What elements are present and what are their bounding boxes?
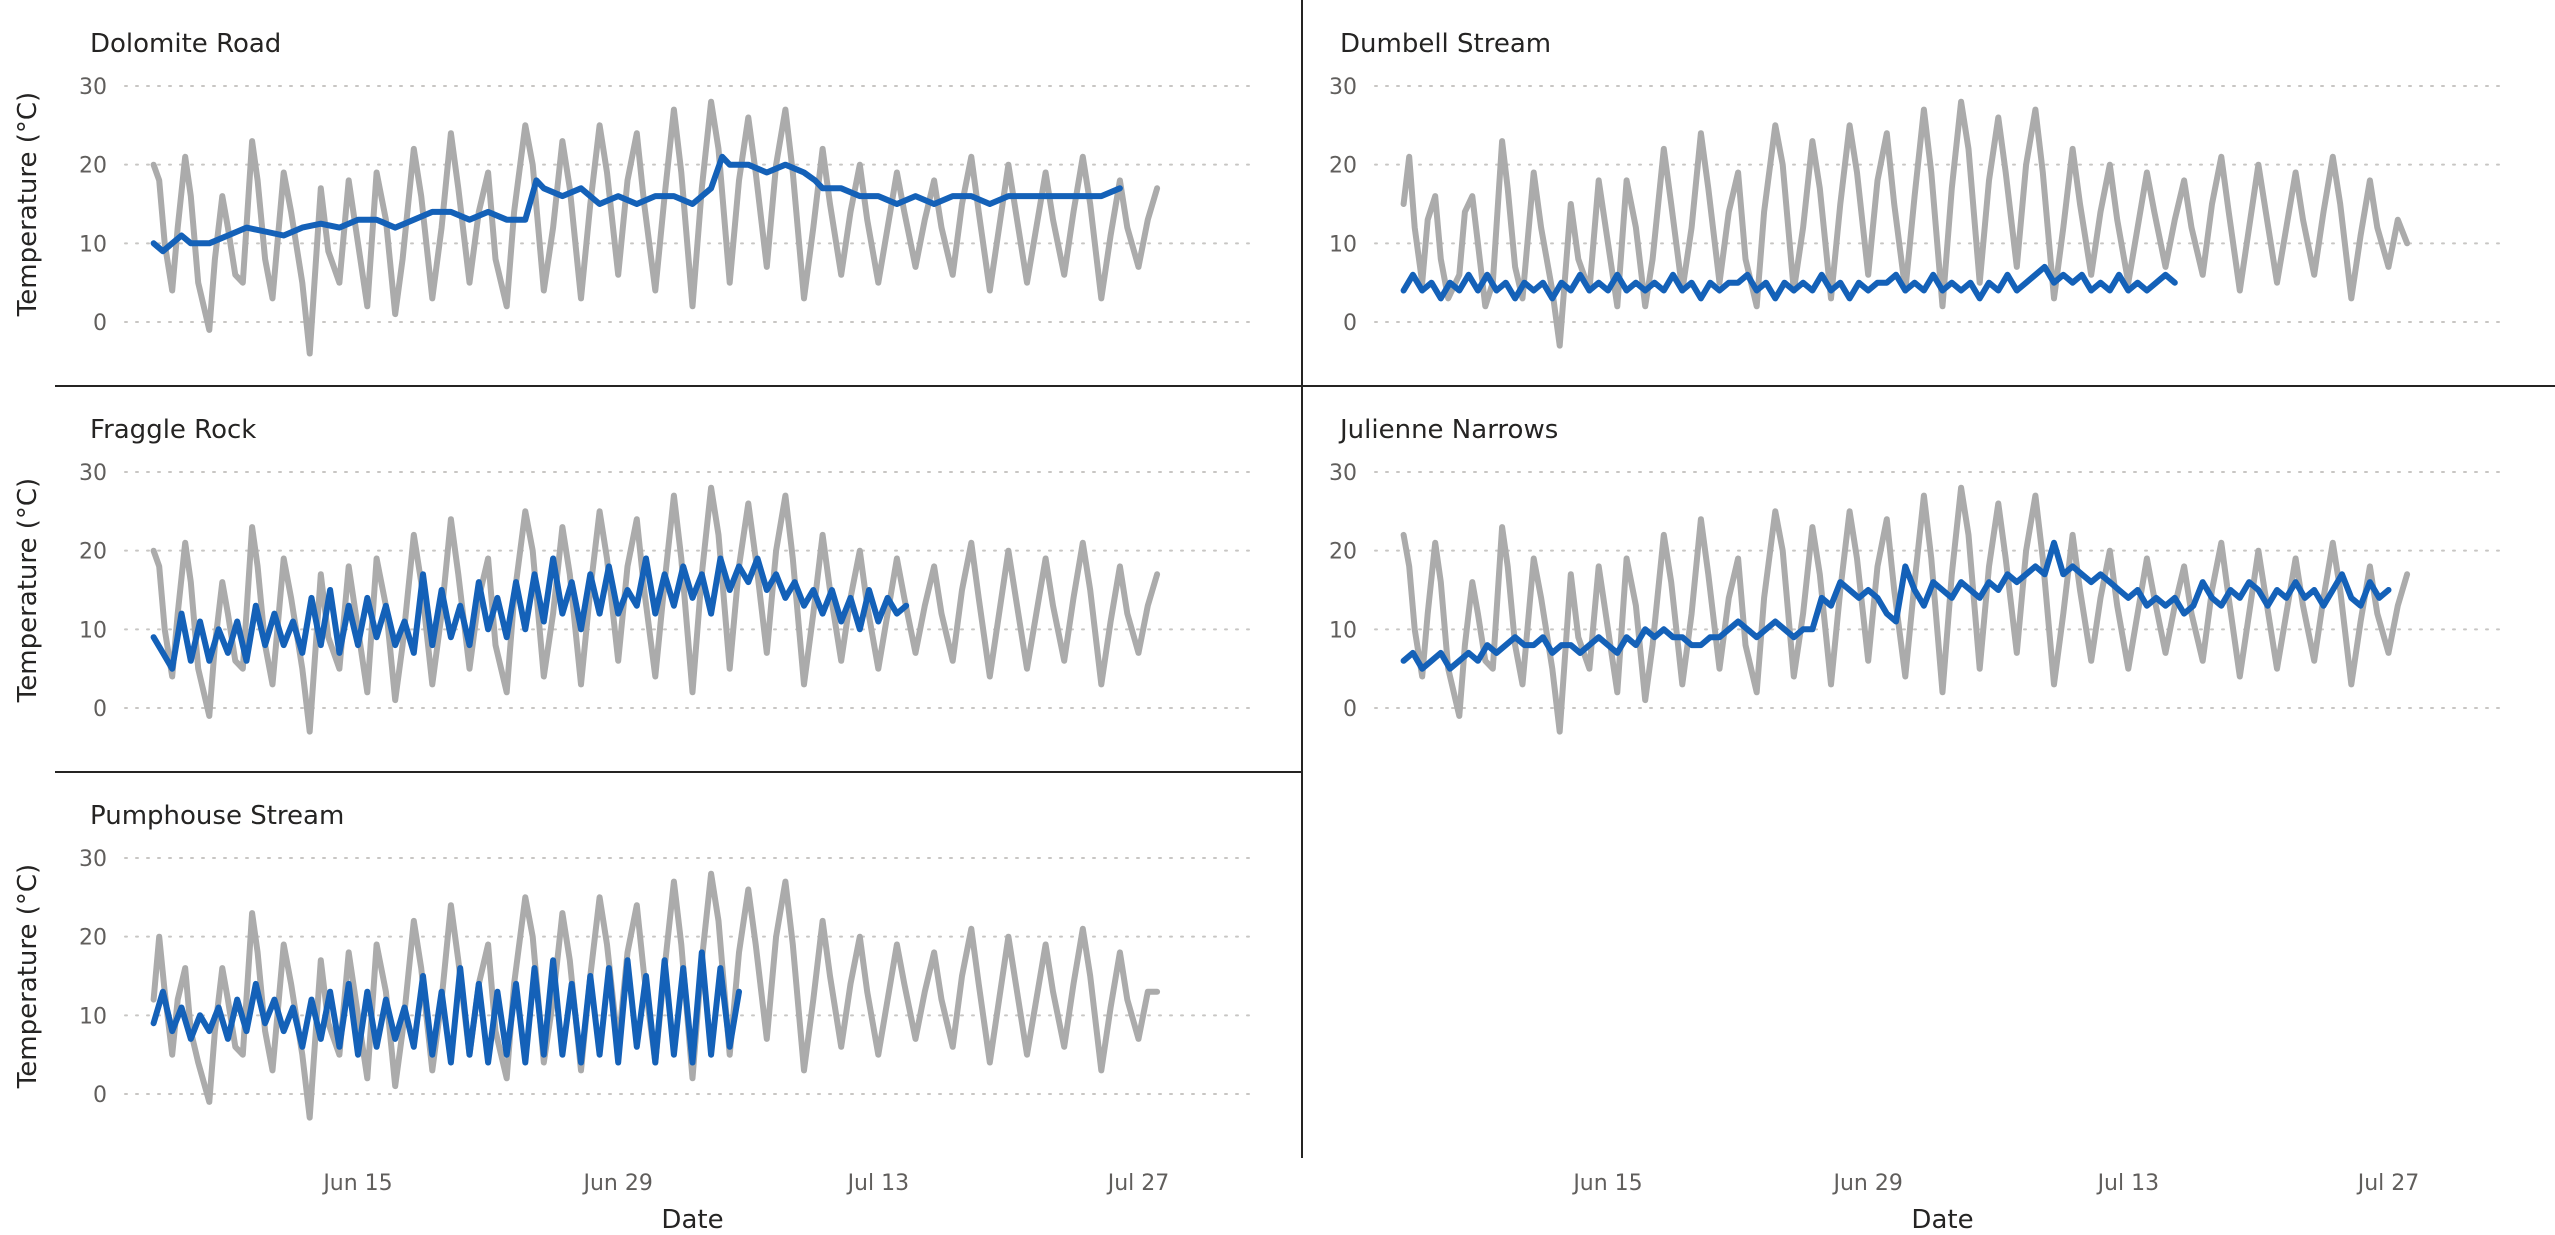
y-axis-label: Temperature (°C) — [13, 92, 43, 317]
y-tick-label: 30 — [79, 75, 107, 100]
water-temperature-line — [150, 153, 1123, 255]
y-tick-label: 10 — [1329, 232, 1357, 257]
y-tick-label: 20 — [1329, 154, 1357, 179]
panel-fraggle-rock: Fraggle Rock Temperature (°C) 0 10 20 30 — [13, 415, 1251, 735]
panel-title: Pumphouse Stream — [90, 801, 344, 831]
y-tick-label: 20 — [79, 926, 107, 951]
x-tick-label: Jul 27 — [2356, 1171, 2420, 1196]
y-tick-label: 10 — [1329, 618, 1357, 643]
water-temperature-line — [1400, 539, 2392, 672]
panel-julienne-narrows: Julienne Narrows 0 10 20 30 — [1329, 415, 2501, 735]
y-tick-label: 30 — [1329, 75, 1357, 100]
y-tick-label: 0 — [93, 311, 107, 336]
panel-dolomite-road: Dolomite Road Temperature (°C) 0 10 20 30 — [13, 29, 1251, 357]
x-tick-label: Jul 27 — [1106, 1171, 1170, 1196]
panel-title: Fraggle Rock — [90, 415, 256, 445]
air-temperature-line — [1400, 98, 2411, 349]
panel-title: Dolomite Road — [90, 29, 281, 59]
y-tick-label: 0 — [93, 697, 107, 722]
y-tick-label: 20 — [79, 154, 107, 179]
x-axes: Jun 15 Jun 29 Jul 13 Jul 27 Date Jun 15 Jun 29… — [321, 1171, 2419, 1235]
x-tick-label: Jul 13 — [846, 1171, 910, 1196]
water-temperature-line — [150, 949, 742, 1066]
x-axis-label: Date — [661, 1205, 723, 1235]
y-tick-label: 0 — [1343, 697, 1357, 722]
x-tick-label: Jun 29 — [1831, 1171, 1902, 1196]
air-temperature-line — [1400, 484, 2411, 735]
y-tick-label: 30 — [1329, 461, 1357, 486]
x-axis-label: Date — [1911, 1205, 1973, 1235]
y-tick-label: 10 — [79, 1004, 107, 1029]
y-tick-label: 20 — [1329, 540, 1357, 565]
panel-title: Julienne Narrows — [1338, 415, 1558, 445]
y-tick-label: 10 — [79, 232, 107, 257]
y-axis-label: Temperature (°C) — [13, 478, 43, 703]
panel-dumbell-stream: Dumbell Stream 0 10 20 30 — [1329, 29, 2501, 349]
x-tick-label: Jun 15 — [321, 1171, 392, 1196]
water-temperature-line — [150, 555, 910, 672]
x-tick-label: Jun 15 — [1571, 1171, 1642, 1196]
panel-title: Dumbell Stream — [1340, 29, 1551, 59]
y-tick-label: 10 — [79, 618, 107, 643]
water-temperature-line — [1400, 263, 2178, 302]
y-tick-label: 0 — [1343, 311, 1357, 336]
y-axis-label: Temperature (°C) — [13, 864, 43, 1089]
x-tick-label: Jul 13 — [2096, 1171, 2160, 1196]
panel-pumphouse-stream: Pumphouse Stream Temperature (°C) 0 10 20 30 — [13, 801, 1251, 1121]
air-temperature-line — [150, 870, 1161, 1121]
air-temperature-line — [150, 484, 1161, 735]
panel-separators — [55, 0, 2555, 1158]
y-tick-label: 0 — [93, 1083, 107, 1108]
y-tick-label: 20 — [79, 540, 107, 565]
x-tick-label: Jun 29 — [581, 1171, 652, 1196]
y-tick-label: 30 — [79, 847, 107, 872]
air-temperature-line — [150, 98, 1161, 357]
y-tick-label: 30 — [79, 461, 107, 486]
